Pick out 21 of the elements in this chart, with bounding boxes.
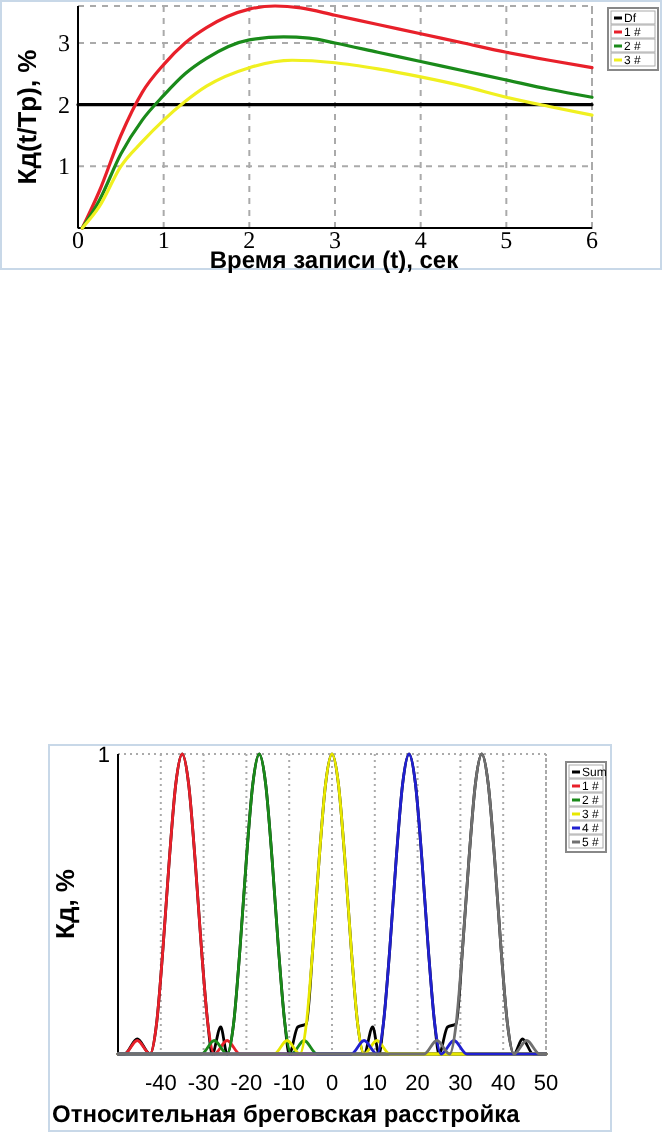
x-tick-label: 40 (490, 1072, 516, 1096)
x-tick-label: 0 (72, 226, 84, 254)
y-axis-title: Кд, % (50, 868, 80, 939)
y-tick-label: 2 (58, 90, 70, 119)
x-tick-label: -20 (230, 1072, 263, 1096)
x-tick-label: -30 (187, 1072, 220, 1096)
x-tick-label: 20 (405, 1072, 430, 1096)
y-tick-label: 1 (58, 152, 70, 181)
x-tick-label: 50 (533, 1072, 559, 1096)
x-tick-label: 5 (500, 226, 513, 254)
x-tick-label: -40 (144, 1072, 177, 1096)
y-axis-title: Кд(t/Tр), % (12, 48, 42, 185)
x-tick-label: 6 (586, 226, 598, 254)
x-tick-label: 10 (362, 1072, 388, 1096)
x-axis-title: Относительная бреговская расстройка (52, 1100, 521, 1128)
x-tick-label: -10 (273, 1072, 306, 1096)
text: 1 (97, 744, 110, 768)
x-tick-label: 0 (325, 1072, 339, 1096)
x-tick-label: 30 (448, 1072, 473, 1096)
y-tick-label: 3 (58, 29, 70, 57)
x-tick-label: 1 (157, 226, 170, 254)
